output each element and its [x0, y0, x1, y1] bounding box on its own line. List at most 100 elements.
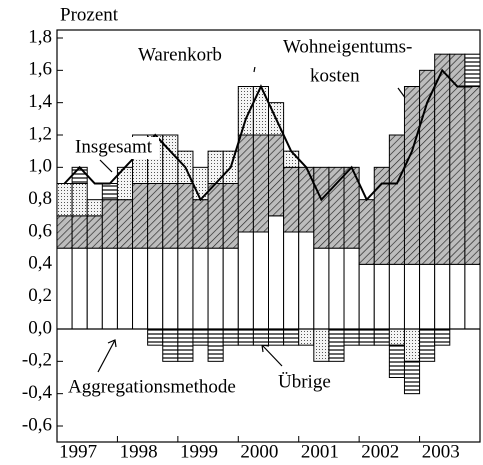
bar-segment [192, 247, 209, 330]
bar-segment [388, 134, 405, 265]
label-background [308, 66, 370, 88]
bar-segment [222, 328, 239, 346]
bar-segment [434, 328, 451, 346]
bar-segment [328, 247, 345, 330]
bar-segment [101, 199, 118, 249]
bar-segment [162, 183, 179, 249]
bar-segment [358, 263, 375, 330]
bar-segment [162, 134, 179, 184]
annotation-label: Wohneigentums- [283, 36, 412, 57]
bar-segment [101, 183, 118, 201]
bar-segment [419, 328, 436, 362]
bar-segment [237, 231, 254, 330]
bar-segment [464, 263, 481, 330]
bar-segment [298, 231, 315, 330]
bar-segment [222, 183, 239, 249]
y-tick-label: 0,6 [28, 220, 52, 241]
bar-segment [268, 215, 285, 330]
y-tick-label: 0,4 [28, 253, 52, 274]
x-tick-label: 1998 [120, 441, 158, 462]
y-tick-label: 1,6 [28, 59, 52, 80]
bar-segment [343, 247, 360, 330]
bar-segment [419, 69, 436, 265]
bar-segment [388, 328, 405, 346]
bar-segment [192, 199, 209, 249]
bar-segment [222, 247, 239, 330]
bar-segment [449, 263, 466, 330]
bar-segment [56, 215, 73, 249]
bar-segment [388, 344, 405, 378]
bar-segment [147, 328, 164, 346]
bar-segment [207, 247, 224, 330]
bar-segment [132, 247, 149, 330]
x-tick-label: 2001 [301, 441, 339, 462]
bar-segment [252, 134, 269, 233]
bar-segment [388, 263, 405, 330]
bar-segment [237, 86, 254, 136]
y-tick-label: -0,2 [22, 350, 52, 371]
bar-segment [373, 166, 390, 265]
bar-segment [71, 247, 88, 330]
bar-segment [177, 247, 194, 330]
bar-segment [313, 247, 330, 330]
bar-segment [177, 328, 194, 362]
bar-segment [268, 328, 285, 346]
bar-segment [283, 166, 300, 233]
bar-segment [86, 247, 103, 330]
y-axis-label: Prozent [60, 4, 119, 25]
annotation-label: Übrige [278, 371, 331, 392]
y-tick-label: -0,4 [22, 382, 53, 403]
x-tick-label: 1999 [180, 441, 218, 462]
bar-segment [434, 53, 451, 265]
total-line [63, 68, 473, 202]
bar-segment [71, 215, 88, 249]
y-tick-label: 1,8 [28, 26, 52, 47]
bar-segment [71, 166, 88, 184]
bar-segment [237, 328, 254, 346]
bar-segment [147, 247, 164, 330]
bar-segment [237, 134, 254, 233]
bar-segment [177, 183, 194, 249]
y-tick-label: 1,2 [28, 123, 52, 144]
bar-segment [403, 360, 421, 395]
bar-segment [162, 247, 179, 330]
bar-segment [132, 183, 149, 249]
bar-segment [207, 328, 224, 362]
annotation-label: Aggregationsmethode [68, 376, 236, 397]
bar-segment [268, 134, 285, 217]
bar-segment [86, 215, 103, 249]
bar-segment [403, 263, 421, 330]
bar-segment [343, 328, 360, 346]
y-tick-label: 1,4 [28, 91, 52, 112]
bar-segment [419, 263, 436, 330]
bar-segment [207, 183, 224, 249]
bar-segment [358, 199, 375, 265]
label-background [276, 372, 342, 394]
bar-segment [86, 199, 103, 217]
label-background [136, 45, 260, 67]
bar-segment [298, 328, 315, 346]
bar-segment [162, 328, 179, 362]
bar-segment [313, 166, 330, 249]
bar-segment [56, 247, 73, 330]
bar-segment [147, 183, 164, 249]
bar-segment [328, 166, 345, 249]
annotation-label: kosten [310, 65, 360, 86]
x-tick-label: 2000 [240, 441, 278, 462]
y-tick-label: 0,2 [28, 285, 52, 306]
bar-segment [464, 86, 481, 265]
label-background [73, 137, 159, 159]
y-tick-label: -0,6 [22, 414, 52, 435]
bar-segment [283, 231, 300, 330]
x-tick-label: 2002 [361, 441, 399, 462]
y-tick-label: 0,0 [28, 317, 52, 338]
bar-segment [373, 328, 390, 346]
bar-segment [101, 247, 118, 330]
bar-segment [358, 328, 375, 346]
bar-segment [252, 231, 269, 330]
bar-segment [192, 328, 209, 346]
bar-segment [464, 53, 481, 87]
bar-segment [403, 86, 421, 265]
y-tick-label: 1,0 [28, 156, 52, 177]
